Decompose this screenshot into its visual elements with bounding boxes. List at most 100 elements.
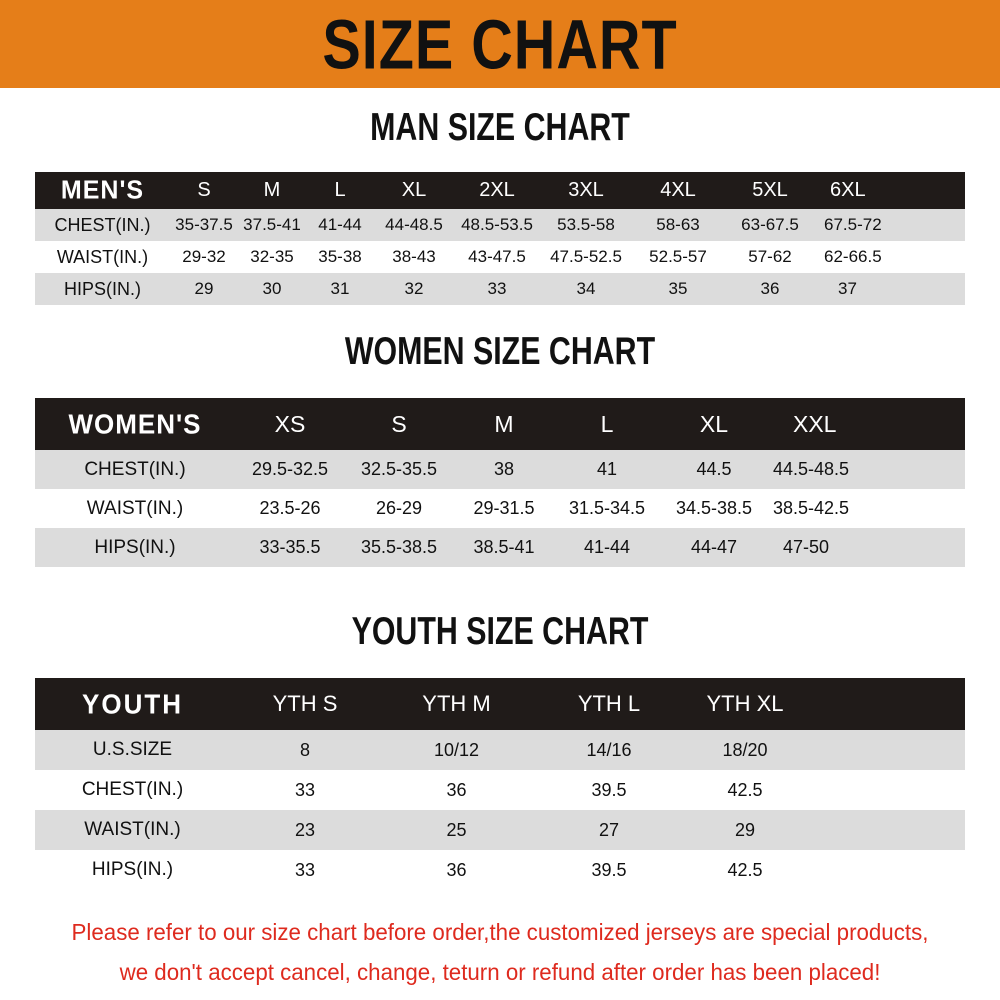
man-chest-3xl: 53.5-58	[557, 215, 615, 234]
youth-us-size-s: 8	[299, 739, 310, 760]
youth-us-size-l: 14/16	[586, 739, 632, 760]
women-row-label-waist: WAIST(IN.)	[86, 497, 184, 519]
man-col-header-5xl: 5XL	[752, 179, 788, 201]
youth-corner-label: YOUTH	[82, 687, 183, 720]
youth-row-spacer-hips	[805, 850, 965, 890]
youth-hips-l: 39.5	[591, 859, 627, 880]
women-col-header-s: S	[391, 410, 407, 437]
youth-row-spacer-us-size	[805, 730, 965, 770]
women-chest-l: 41	[596, 459, 618, 479]
women-row-label-hips: HIPS(IN.)	[94, 536, 176, 558]
man-chest-5xl: 63-67.5	[741, 215, 799, 234]
youth-waist-m: 25	[446, 819, 467, 840]
youth-hips-m: 36	[446, 859, 467, 880]
women-row-hips: HIPS(IN.) 33-35.5 35.5-38.5 38.5-41 41-4…	[35, 528, 965, 567]
women-hips-l: 41-44	[583, 537, 631, 557]
man-row-waist: WAIST(IN.) 29-32 32-35 35-38 38-43 43-47…	[35, 241, 965, 273]
man-hips-l: 31	[330, 279, 350, 298]
women-row-label-chest: CHEST(IN.)	[84, 458, 186, 480]
footer-note-line-1: Please refer to our size chart before or…	[71, 919, 929, 945]
youth-table-header-row: YOUTH YTH S YTH M YTH L YTH XL	[35, 678, 965, 730]
youth-us-size-m: 10/12	[433, 739, 480, 760]
man-chest-6xl: 67.5-72	[824, 215, 882, 234]
youth-row-spacer-waist	[805, 810, 965, 850]
women-hips-s: 35.5-38.5	[360, 537, 438, 557]
women-col-header-xs: XS	[274, 410, 306, 437]
man-table-header-row: MEN'S S M L XL 2XL 3XL 4XL 5XL 6XL	[35, 172, 965, 209]
youth-row-waist: WAIST(IN.) 23 25 27 29	[35, 810, 965, 850]
youth-row-label-waist: WAIST(IN.)	[84, 819, 181, 840]
man-hips-m: 30	[262, 279, 282, 298]
youth-row-label-hips: HIPS(IN.)	[91, 859, 174, 880]
youth-header-spacer	[805, 678, 965, 730]
man-chest-4xl: 58-63	[656, 215, 700, 234]
youth-col-header-yth-l: YTH L	[577, 691, 641, 716]
youth-us-size-xl: 18/20	[722, 739, 768, 760]
man-hips-2xl: 33	[487, 279, 507, 298]
youth-row-chest: CHEST(IN.) 33 36 39.5 42.5	[35, 770, 965, 810]
man-chest-m: 37.5-41	[243, 215, 301, 234]
women-col-header-l: L	[600, 410, 614, 437]
women-chest-s: 32.5-35.5	[360, 459, 438, 479]
women-table-header-row: WOMEN'S XS S M L XL XXL	[35, 398, 965, 450]
youth-chest-s: 33	[294, 779, 316, 800]
women-col-header-m: M	[494, 410, 514, 437]
youth-hips-xl: 42.5	[727, 859, 763, 880]
women-hips-m: 38.5-41	[473, 537, 535, 557]
women-col-header-xxl: XXL	[793, 410, 837, 437]
man-hips-5xl: 36	[760, 279, 780, 298]
man-row-label-waist: WAIST(IN.)	[56, 246, 149, 267]
man-col-header-m: M	[263, 179, 281, 201]
women-waist-m: 29-31.5	[473, 498, 535, 518]
man-waist-6xl: 62-66.5	[824, 247, 882, 266]
man-chest-l: 41-44	[318, 215, 362, 234]
youth-row-label-us-size: U.S.SIZE	[92, 739, 173, 760]
women-row-chest: CHEST(IN.) 29.5-32.5 32.5-35.5 38 41 44.…	[35, 450, 965, 489]
youth-chest-xl: 42.5	[727, 779, 763, 800]
women-waist-xl: 34.5-38.5	[675, 498, 753, 518]
man-col-header-xl: XL	[401, 179, 427, 201]
man-section-title: MAN SIZE CHART	[370, 104, 630, 149]
youth-size-table: YOUTH YTH S YTH M YTH L YTH XL U.S.SIZE …	[35, 678, 965, 890]
youth-row-us-size: U.S.SIZE 8 10/12 14/16 18/20	[35, 730, 965, 770]
man-chest-s: 35-37.5	[175, 215, 233, 234]
man-corner-label: MEN'S	[60, 175, 145, 205]
man-hips-6xl: 37	[838, 279, 857, 298]
youth-col-header-yth-xl: YTH XL	[706, 691, 784, 716]
youth-chest-m: 36	[446, 779, 467, 800]
man-hips-s: 29	[194, 279, 214, 298]
man-col-header-l: L	[334, 179, 346, 201]
man-col-header-4xl: 4XL	[660, 179, 696, 201]
man-waist-4xl: 52.5-57	[649, 247, 707, 266]
women-waist-s: 26-29	[375, 498, 423, 518]
women-waist-l: 31.5-34.5	[568, 498, 646, 518]
man-row-label-chest: CHEST(IN.)	[54, 214, 151, 235]
women-col-header-xl: XL	[699, 410, 729, 437]
man-waist-l: 35-38	[318, 247, 362, 266]
man-hips-3xl: 34	[576, 279, 596, 298]
man-waist-3xl: 47.5-52.5	[550, 247, 622, 266]
man-waist-xl: 38-43	[392, 247, 436, 266]
youth-row-hips: HIPS(IN.) 33 36 39.5 42.5	[35, 850, 965, 890]
man-waist-s: 29-32	[182, 247, 226, 266]
page-title: SIZE CHART	[322, 5, 678, 83]
women-chest-xxl: 44.5-48.5	[773, 459, 850, 479]
women-hips-xs: 33-35.5	[259, 537, 321, 557]
man-row-hips: HIPS(IN.) 29 30 31 32 33 34 35 36 37	[35, 273, 965, 305]
youth-col-header-yth-m: YTH M	[422, 691, 491, 716]
women-hips-xxl: 47-50	[783, 537, 830, 557]
women-size-table: WOMEN'S XS S M L XL XXL CHEST(IN.) 29.5-…	[35, 398, 965, 567]
youth-waist-s: 23	[294, 819, 316, 840]
man-col-header-s: S	[197, 179, 211, 201]
women-waist-xs: 23.5-26	[259, 498, 321, 518]
youth-row-spacer-chest	[805, 770, 965, 810]
youth-col-header-yth-s: YTH S	[272, 691, 338, 716]
women-row-waist: WAIST(IN.) 23.5-26 26-29 29-31.5 31.5-34…	[35, 489, 965, 528]
man-waist-5xl: 57-62	[748, 247, 792, 266]
women-section-title: WOMEN SIZE CHART	[344, 328, 656, 373]
women-corner-label: WOMEN'S	[68, 407, 202, 440]
youth-row-label-chest: CHEST(IN.)	[81, 779, 184, 800]
man-waist-2xl: 43-47.5	[468, 247, 526, 266]
youth-section-title: YOUTH SIZE CHART	[351, 608, 649, 653]
man-col-header-3xl: 3XL	[568, 179, 604, 201]
